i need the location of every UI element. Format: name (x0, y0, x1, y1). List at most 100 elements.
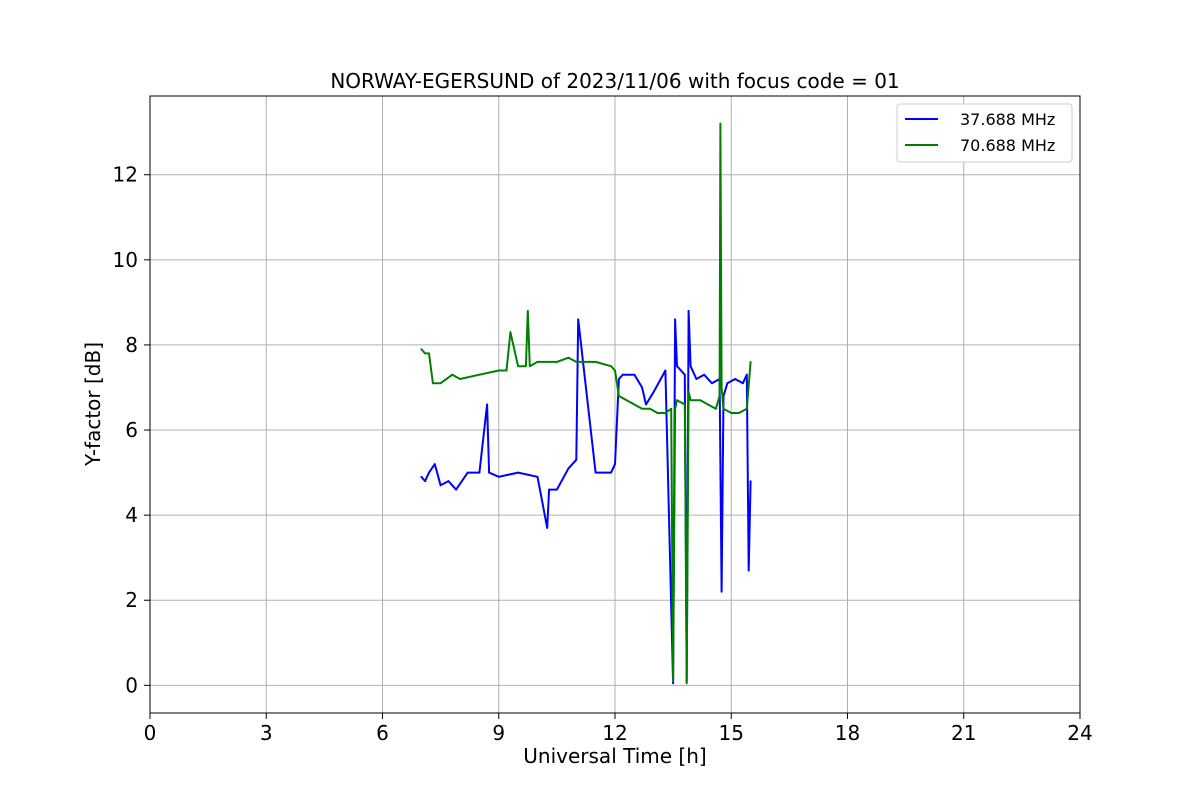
data-point-1 (649, 407, 651, 410)
data-point-1 (718, 395, 721, 397)
data-point-1 (526, 310, 529, 312)
data-point-0 (703, 373, 705, 376)
data-point-0 (695, 378, 698, 380)
data-point-0 (711, 382, 713, 385)
data-point-0 (742, 382, 744, 385)
data-point-0 (664, 369, 667, 372)
data-point-1 (656, 412, 659, 414)
data-point-0 (687, 310, 690, 312)
data-point-0 (689, 365, 692, 368)
data-point-0 (621, 373, 624, 376)
y-tick-label: 12 (113, 163, 138, 187)
data-point-0 (614, 463, 616, 465)
data-point-0 (439, 484, 442, 487)
y-tick-label: 0 (125, 673, 138, 697)
series-lines (420, 122, 752, 685)
data-point-1 (439, 382, 442, 385)
data-point-0 (455, 488, 457, 491)
data-point-1 (509, 331, 512, 334)
data-point-1 (664, 412, 667, 414)
chart-title: NORWAY-EGERSUND of 2023/11/06 with focus… (330, 69, 899, 93)
data-point-0 (466, 471, 469, 474)
data-point-0 (577, 318, 580, 321)
data-point-1 (505, 369, 508, 372)
data-point-0 (720, 590, 723, 593)
legend-label-0: 37.688 MHz (960, 110, 1055, 129)
data-point-1 (594, 361, 597, 363)
x-axis-ticks: 0 3 6 9 12 15 18 21 24 (144, 713, 1093, 745)
data-point-1 (672, 680, 674, 682)
data-point-1 (618, 395, 620, 397)
x-tick-label: 24 (1067, 721, 1092, 745)
y-tick-label: 8 (125, 333, 138, 357)
data-point-0 (424, 480, 426, 482)
x-tick-label: 3 (260, 721, 273, 745)
y-tick-label: 6 (125, 418, 138, 442)
grid (149, 96, 1081, 713)
x-tick-label: 12 (602, 721, 627, 745)
x-axis-label: Universal Time [h] (523, 744, 706, 768)
x-tick-label: 6 (376, 721, 389, 745)
legend-box (896, 103, 1073, 163)
data-point-1 (714, 407, 717, 410)
data-point-0 (618, 378, 620, 380)
data-point-1 (738, 412, 740, 414)
data-point-1 (575, 361, 578, 363)
data-point-1 (625, 399, 628, 402)
legend-label-1: 70.688 MHz (960, 136, 1055, 155)
data-point-1 (432, 382, 434, 385)
data-point-1 (683, 403, 686, 406)
data-point-1 (676, 399, 678, 402)
data-point-1 (614, 369, 616, 372)
data-point-1 (451, 373, 454, 376)
data-point-1 (633, 403, 636, 406)
data-point-1 (674, 407, 676, 410)
y-axis-label: Y-factor [dB] (81, 342, 105, 467)
data-point-1 (528, 365, 531, 368)
data-point-0 (726, 382, 729, 385)
data-point-0 (745, 373, 748, 376)
data-point-0 (641, 386, 643, 389)
data-point-0 (433, 463, 436, 465)
data-point-1 (424, 352, 426, 355)
x-tick-label: 18 (835, 721, 860, 745)
data-point-1 (556, 361, 558, 363)
y-tick-label: 2 (125, 588, 138, 612)
data-point-0 (575, 458, 578, 461)
data-point-1 (428, 352, 430, 355)
data-point-1 (749, 361, 752, 363)
series-line-0 (420, 309, 752, 685)
data-point-0 (645, 403, 647, 406)
data-point-0 (674, 318, 676, 321)
data-point-1 (420, 348, 423, 351)
data-point-1 (699, 399, 702, 402)
data-point-1 (525, 365, 527, 368)
data-point-0 (548, 488, 550, 491)
data-point-1 (719, 122, 722, 125)
data-point-1 (722, 407, 725, 410)
data-point-0 (633, 373, 636, 376)
data-point-1 (517, 365, 519, 368)
data-point-1 (707, 403, 709, 406)
data-point-0 (486, 403, 488, 406)
data-point-0 (610, 471, 612, 474)
series-line-1 (420, 122, 752, 685)
x-tick-label: 21 (951, 721, 976, 745)
data-point-1 (641, 407, 643, 410)
data-point-1 (689, 399, 692, 402)
legend: 37.688 MHz 70.688 MHz (896, 103, 1073, 163)
data-point-1 (687, 390, 690, 393)
data-point-1 (567, 356, 570, 359)
data-point-1 (745, 407, 748, 410)
data-point-0 (747, 569, 750, 572)
data-point-1 (459, 378, 461, 380)
data-point-0 (672, 682, 674, 685)
data-point-0 (517, 471, 519, 474)
data-point-0 (652, 390, 655, 393)
y-tick-label: 4 (125, 503, 138, 527)
data-point-1 (536, 361, 539, 363)
data-point-0 (749, 480, 752, 482)
data-point-0 (676, 365, 678, 368)
data-point-0 (556, 488, 558, 491)
